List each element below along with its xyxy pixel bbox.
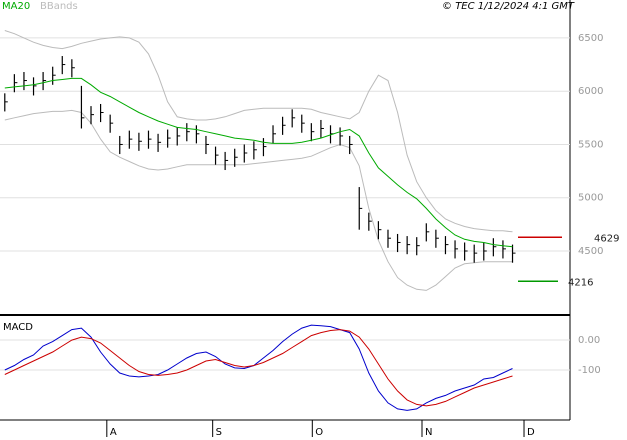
legend-bands: BBands bbox=[40, 1, 78, 12]
x-tick-label: O bbox=[315, 427, 323, 438]
band-upper bbox=[4, 30, 513, 233]
x-tick-label: S bbox=[216, 427, 222, 438]
credit: © TEC 1/12/2024 4:1 GMT bbox=[442, 1, 575, 12]
x-tick-label: A bbox=[110, 427, 117, 438]
y-tick-label: 5500 bbox=[578, 139, 603, 150]
x-tick-label: N bbox=[425, 427, 432, 438]
macd-line bbox=[4, 329, 513, 407]
macd-line bbox=[4, 324, 513, 411]
y-tick-label: 6000 bbox=[578, 86, 603, 97]
y-tick-label: 5000 bbox=[578, 193, 603, 204]
band-lower bbox=[4, 109, 513, 291]
ma-line bbox=[4, 77, 513, 248]
x-tick-label: D bbox=[527, 427, 535, 438]
y-tick-label: 6500 bbox=[578, 33, 603, 44]
macd-title: MACD bbox=[3, 322, 33, 333]
y-tick-label: 4500 bbox=[578, 246, 603, 257]
level-label: 4629 bbox=[594, 233, 619, 244]
y-tick-label: 0.00 bbox=[578, 335, 600, 346]
legend-ma: MA20 bbox=[2, 1, 30, 12]
level-label: 4216 bbox=[568, 277, 593, 288]
y-tick-label: -100 bbox=[578, 365, 601, 376]
